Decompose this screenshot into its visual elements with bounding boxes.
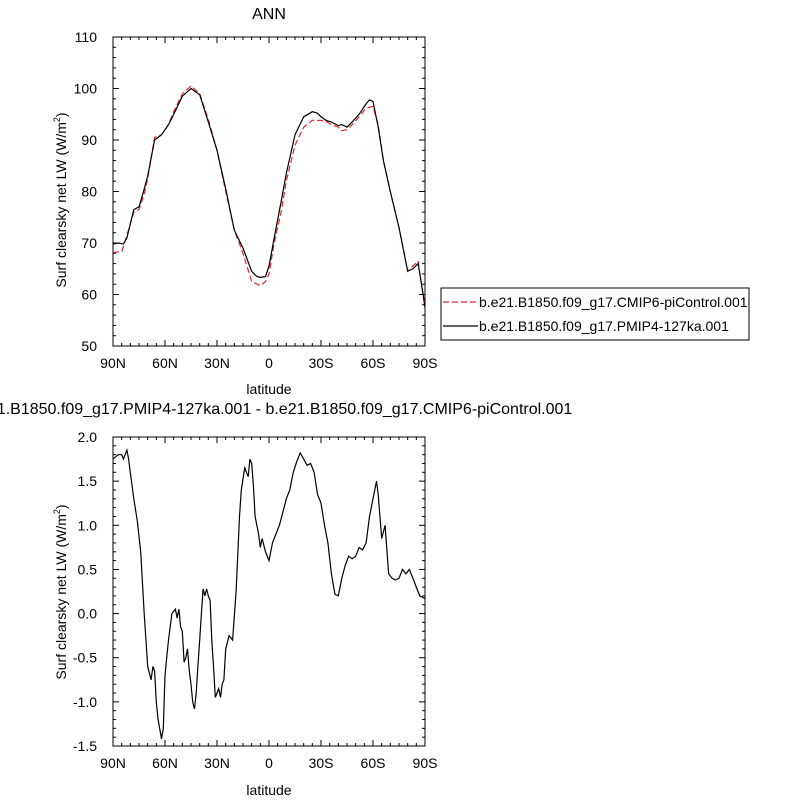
legend: b.e21.B1850.f09_g17.CMIP6-piControl.001 … <box>440 287 750 341</box>
bottom-chart-title: b.e21.B1850.f09_g17.PMIP4-127ka.001 - b.… <box>0 401 572 418</box>
plot-layer: 50 60 70 80 90 100 110 90N 60N 30N 0 30S 60S 90S -1.5 -… <box>73 29 438 771</box>
legend-box <box>440 287 750 341</box>
top-y-axis-label-tail: ) <box>53 112 69 117</box>
bottom-y-axis-label-sup: 2 <box>52 509 62 514</box>
bottom-y-tick-label: 0.5 <box>78 561 98 577</box>
top-y-tick-label: 100 <box>74 81 98 97</box>
top-y-axis-label-sup: 2 <box>52 117 62 122</box>
top-plot-frame <box>112 36 426 347</box>
top-x-tick-label: 30S <box>309 355 334 371</box>
bottom-x-tick-label: 90N <box>100 755 126 771</box>
bottom-y-tick-label: -1.0 <box>73 694 97 710</box>
svg-text:Surf clearsky net LW (W/m2): Surf clearsky net LW (W/m2) <box>52 504 69 679</box>
bottom-y-tick-label: 2.0 <box>78 429 98 445</box>
top-x-tick-label: 90N <box>100 355 126 371</box>
top-x-tick-label: 0 <box>265 355 273 371</box>
bottom-x-tick-label: 30S <box>309 755 334 771</box>
bottom-plot-frame <box>112 436 426 747</box>
top-y-tick-label: 110 <box>75 29 98 45</box>
bottom-y-tick-label: 1.0 <box>78 517 98 533</box>
legend-label-piControl: b.e21.B1850.f09_g17.CMIP6-piControl.001 <box>479 294 748 310</box>
bottom-x-tick-label: 60S <box>361 755 386 771</box>
top-y-axis-label: Surf clearsky net LW (W/m2) <box>52 112 69 287</box>
bottom-series-line-0 <box>112 448 426 740</box>
bottom-y-tick-label: 1.5 <box>78 473 98 489</box>
top-series-line-0 <box>112 85 426 305</box>
bottom-x-axis-label: latitude <box>246 782 291 798</box>
bottom-y-tick-label: -0.5 <box>73 650 97 666</box>
top-y-tick-label: 50 <box>81 338 97 354</box>
top-chart-title: ANN <box>252 6 286 23</box>
top-y-axis-label-text: Surf clearsky net LW (W/m <box>53 122 69 287</box>
top-y-tick-label: 60 <box>81 287 97 303</box>
top-x-tick-label: 90S <box>413 355 438 371</box>
top-y-tick-label: 70 <box>81 235 97 251</box>
bottom-y-axis-label-tail: ) <box>53 504 69 509</box>
bottom-y-tick-label: -1.5 <box>73 738 97 754</box>
bottom-y-tick-label: 0.0 <box>78 606 98 622</box>
bottom-y-axis-label: Surf clearsky net LW (W/m2) <box>52 504 69 679</box>
svg-text:Surf clearsky net LW (W/m2): Surf clearsky net LW (W/m2) <box>52 112 69 287</box>
bottom-y-axis-label-text: Surf clearsky net LW (W/m <box>53 514 69 679</box>
top-x-tick-label: 60N <box>152 355 178 371</box>
legend-label-127ka: b.e21.B1850.f09_g17.PMIP4-127ka.001 <box>479 318 729 334</box>
top-x-axis-label: latitude <box>246 381 291 397</box>
top-x-tick-label: 60S <box>361 355 386 371</box>
top-series-line-1 <box>112 87 426 308</box>
bottom-x-tick-label: 30N <box>204 755 230 771</box>
bottom-x-tick-label: 60N <box>152 755 178 771</box>
top-x-tick-label: 30N <box>204 355 230 371</box>
top-y-tick-label: 80 <box>81 184 97 200</box>
top-y-tick-label: 90 <box>81 132 97 148</box>
bottom-x-tick-label: 0 <box>265 755 273 771</box>
bottom-x-tick-label: 90S <box>413 755 438 771</box>
